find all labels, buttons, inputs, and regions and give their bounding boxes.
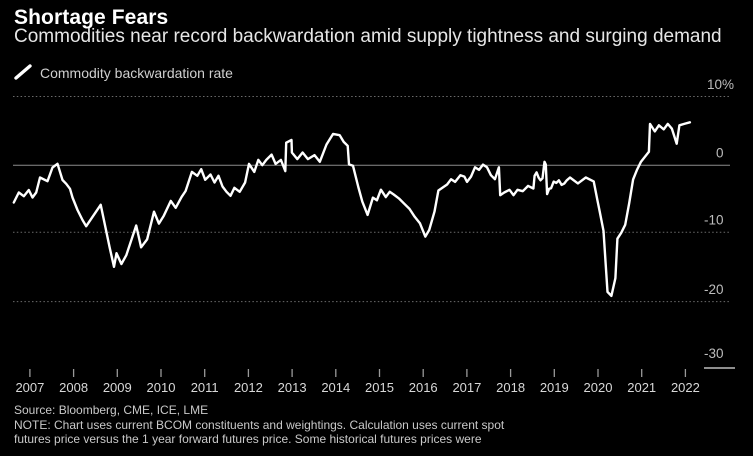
svg-text:2008: 2008	[59, 380, 88, 395]
svg-text:2020: 2020	[584, 380, 613, 395]
svg-text:-30: -30	[704, 346, 724, 361]
svg-text:2011: 2011	[191, 380, 219, 395]
svg-text:2009: 2009	[103, 380, 132, 395]
svg-text:2021: 2021	[627, 380, 656, 395]
svg-text:-20: -20	[704, 282, 724, 297]
svg-text:2012: 2012	[234, 380, 263, 395]
svg-text:10%: 10%	[707, 77, 734, 92]
svg-text:2013: 2013	[278, 380, 307, 395]
svg-text:2019: 2019	[540, 380, 569, 395]
svg-text:2007: 2007	[15, 380, 44, 395]
svg-text:2015: 2015	[365, 380, 394, 395]
svg-text:2014: 2014	[321, 380, 350, 395]
svg-text:2022: 2022	[671, 380, 700, 395]
svg-text:2016: 2016	[409, 380, 438, 395]
svg-text:0: 0	[716, 146, 724, 161]
svg-text:-10: -10	[704, 213, 724, 228]
svg-text:2010: 2010	[147, 380, 176, 395]
svg-text:2017: 2017	[452, 380, 481, 395]
svg-text:2018: 2018	[496, 380, 525, 395]
